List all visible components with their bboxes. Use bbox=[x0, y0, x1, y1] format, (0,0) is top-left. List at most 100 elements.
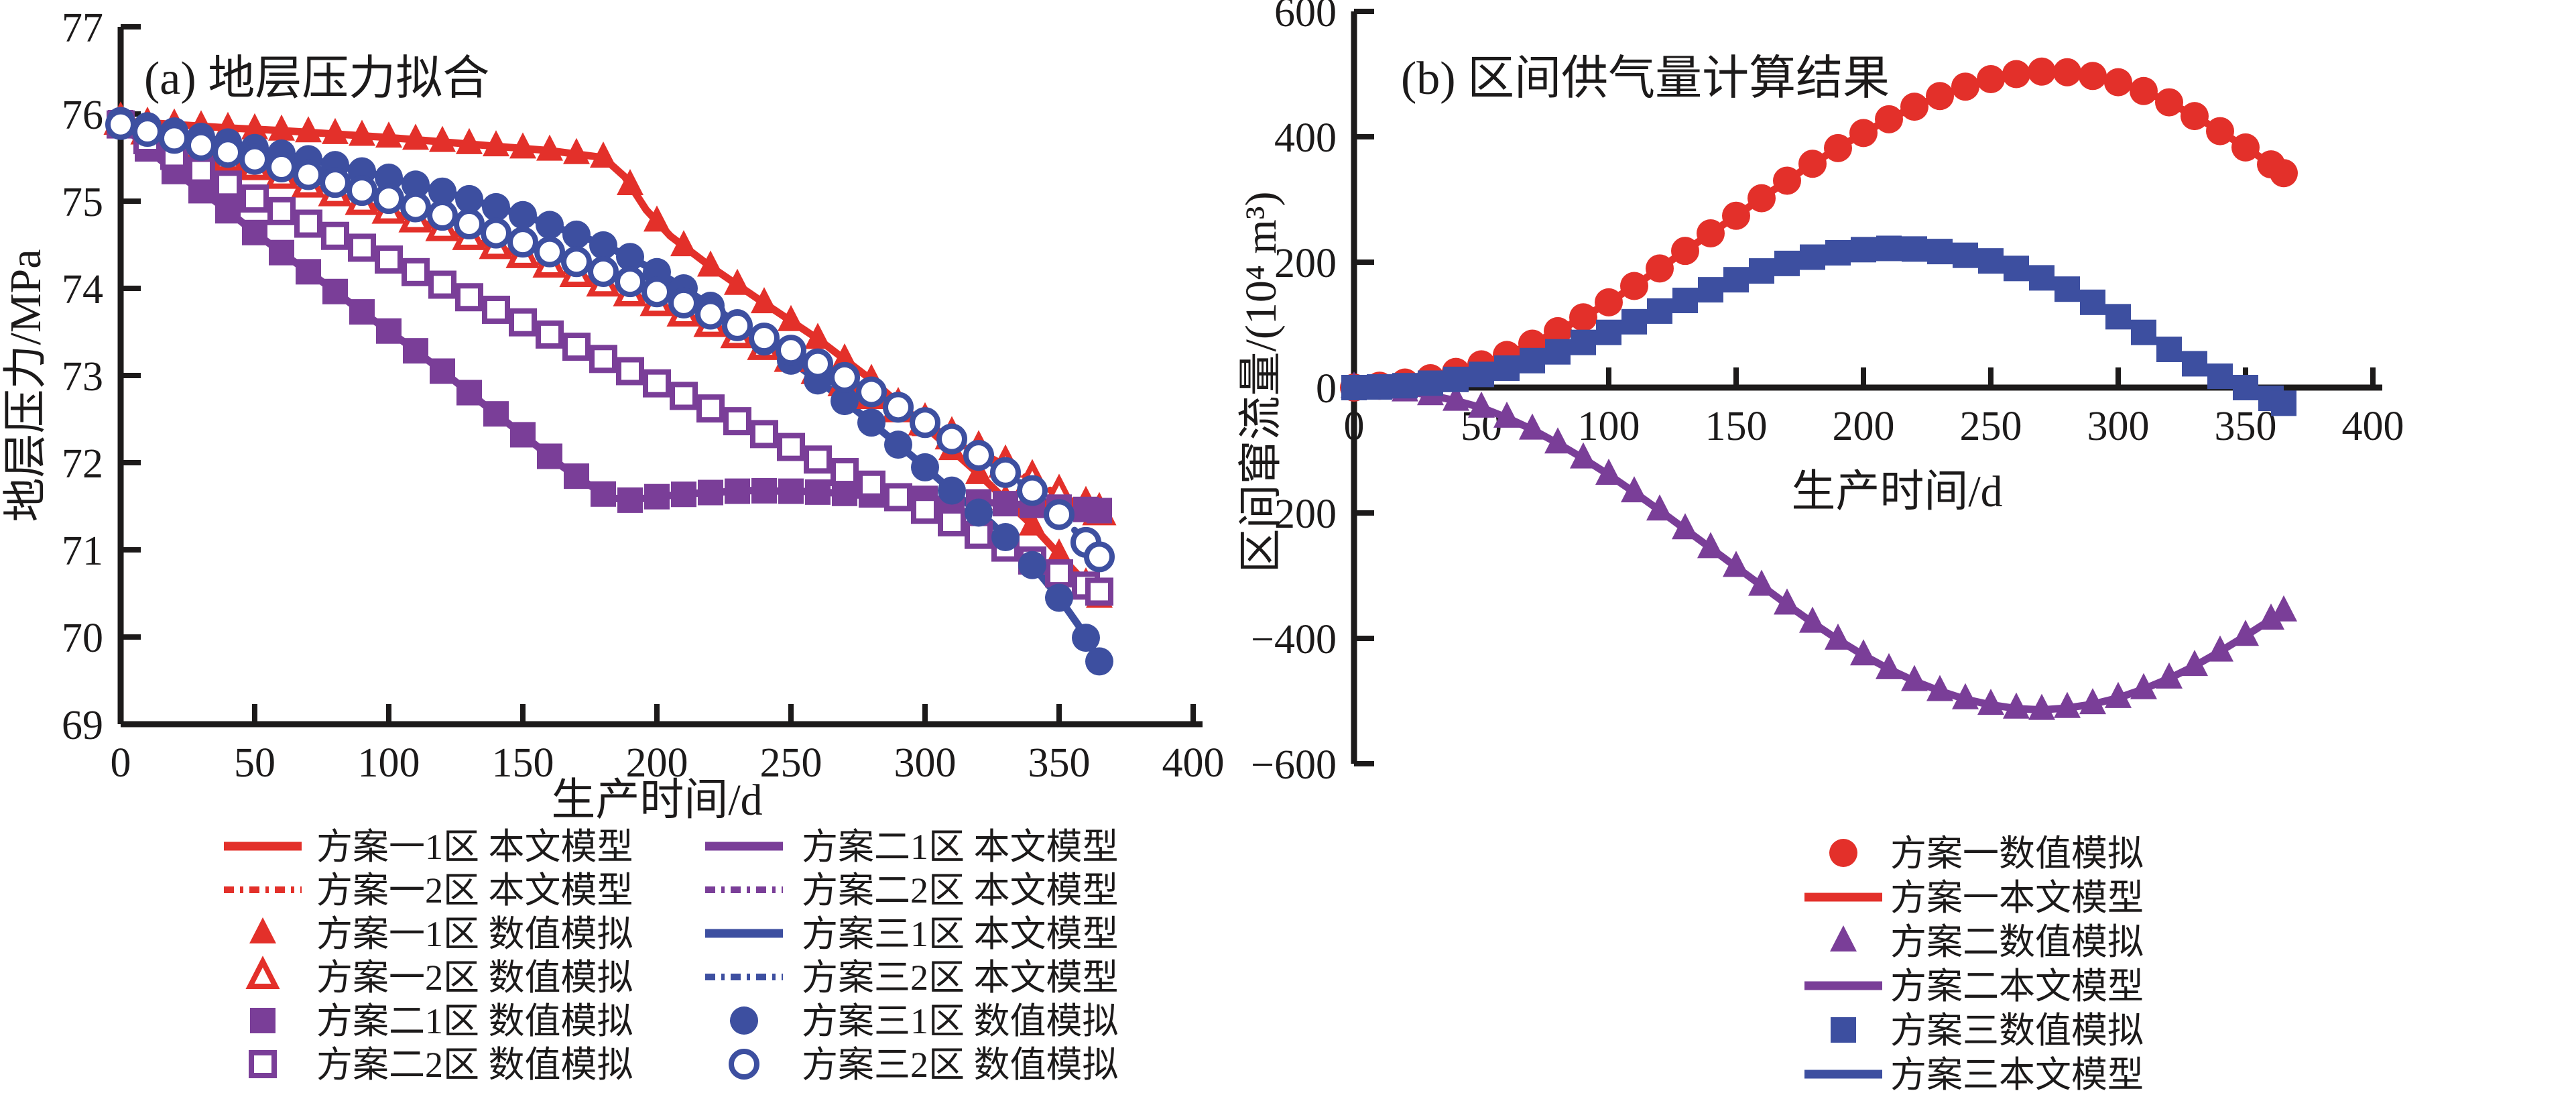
circle-marker bbox=[1798, 150, 1827, 178]
square-marker bbox=[1341, 375, 1367, 400]
triangle-marker bbox=[1876, 652, 1902, 679]
square-marker bbox=[1672, 288, 1698, 314]
square-marker bbox=[242, 219, 267, 245]
square-marker bbox=[1831, 1017, 1856, 1043]
square-marker bbox=[510, 422, 536, 448]
circle-open-marker bbox=[481, 217, 511, 249]
square-marker bbox=[430, 358, 455, 384]
legend-label: 方案三1区 数值模拟 bbox=[802, 1001, 1119, 1041]
square-open-marker bbox=[777, 432, 805, 461]
square-marker bbox=[698, 479, 723, 506]
x-axis-label: 生产时间/d bbox=[551, 776, 762, 825]
square-open-marker bbox=[643, 369, 671, 398]
circle-marker bbox=[1747, 184, 1776, 213]
square-open-marker bbox=[723, 407, 751, 436]
x-tick-label: 400 bbox=[1162, 740, 1225, 786]
y-tick-label: 77 bbox=[62, 5, 103, 51]
triangle-marker bbox=[268, 114, 295, 141]
triangle-marker bbox=[2130, 673, 2157, 699]
legend-label: 方案三本文模型 bbox=[1890, 1055, 2144, 1095]
legend-label: 方案一2区 本文模型 bbox=[316, 870, 633, 911]
x-tick-label: 200 bbox=[626, 740, 688, 786]
square-marker bbox=[1851, 237, 1876, 263]
circle-open-marker bbox=[641, 276, 672, 308]
circle-open-marker bbox=[729, 1049, 759, 1080]
square-open-marker bbox=[428, 270, 456, 299]
circle-marker bbox=[482, 192, 510, 221]
legend-label: 方案二数值模拟 bbox=[1890, 922, 2144, 962]
square-marker bbox=[1825, 239, 1851, 266]
circle-marker bbox=[428, 177, 456, 206]
triangle-marker bbox=[1570, 442, 1597, 469]
circle-marker bbox=[509, 200, 537, 229]
square-open-marker bbox=[696, 394, 725, 423]
chart-title: (b) 区间供气量计算结果 bbox=[1401, 53, 1890, 105]
legend-entry: 方案二本文模型 bbox=[1804, 966, 2144, 1006]
legend-label: 方案二2区 本文模型 bbox=[802, 870, 1119, 911]
triangle-marker bbox=[1926, 675, 1953, 701]
square-marker bbox=[1469, 361, 1494, 388]
square-open-marker bbox=[938, 508, 966, 536]
square-marker bbox=[215, 198, 241, 224]
legend-entry: 方案二1区 数值模拟 bbox=[250, 1001, 633, 1041]
legend-label: 方案一1区 本文模型 bbox=[316, 827, 633, 867]
circle-open-marker bbox=[910, 407, 940, 439]
square-marker bbox=[1927, 239, 1953, 265]
circle-marker bbox=[1018, 551, 1046, 579]
square-marker bbox=[2004, 255, 2029, 282]
x-tick-label: 150 bbox=[492, 740, 554, 786]
square-open-marker bbox=[348, 233, 376, 262]
circle-open-marker bbox=[373, 183, 404, 215]
circle-marker bbox=[1900, 93, 1928, 121]
circle-marker bbox=[1829, 839, 1857, 867]
square-open-marker bbox=[831, 458, 859, 487]
triangle-marker bbox=[831, 343, 858, 369]
square-marker bbox=[1876, 235, 1902, 262]
triangle-marker bbox=[2028, 693, 2055, 720]
circle-marker bbox=[1085, 647, 1113, 676]
circle-open-marker bbox=[507, 227, 538, 258]
square-marker bbox=[1902, 236, 1927, 262]
square-marker bbox=[2029, 265, 2054, 291]
y-tick-label: 71 bbox=[62, 528, 103, 574]
square-marker bbox=[1494, 355, 1520, 382]
square-marker bbox=[993, 491, 1018, 517]
legend-entry: 方案一2区 本文模型 bbox=[224, 870, 633, 911]
triangle-marker bbox=[1799, 606, 1826, 633]
circle-open-marker bbox=[722, 310, 753, 341]
legend-entry: 方案三本文模型 bbox=[1804, 1055, 2144, 1095]
square-marker bbox=[1723, 267, 1749, 293]
triangle-marker bbox=[1977, 689, 2004, 715]
circle-open-marker bbox=[293, 159, 324, 190]
circle-marker bbox=[1072, 624, 1100, 652]
x-tick-label: 100 bbox=[1578, 404, 1640, 449]
triangle-marker bbox=[1595, 458, 1622, 485]
square-marker bbox=[671, 481, 696, 508]
triangle-marker bbox=[778, 304, 804, 331]
circle-open-marker bbox=[668, 287, 699, 319]
triangle-marker bbox=[1493, 401, 1520, 428]
circle-marker bbox=[911, 453, 939, 481]
square-marker bbox=[483, 401, 509, 427]
legend-label: 方案一1区 数值模拟 bbox=[316, 914, 633, 954]
circle-open-marker bbox=[347, 175, 377, 207]
circle-marker bbox=[2270, 159, 2298, 188]
circle-marker bbox=[455, 184, 483, 213]
square-open-marker bbox=[402, 257, 430, 286]
square-marker bbox=[2105, 304, 2131, 330]
x-tick-label: 300 bbox=[894, 740, 957, 786]
square-open-marker bbox=[375, 245, 403, 274]
x-tick-label: 0 bbox=[1344, 404, 1365, 449]
circle-marker bbox=[2002, 60, 2030, 89]
triangle-marker bbox=[1697, 532, 1724, 559]
triangle-marker bbox=[483, 130, 509, 157]
circle-open-marker bbox=[1017, 475, 1048, 506]
circle-open-marker bbox=[776, 335, 806, 366]
circle-marker bbox=[938, 476, 966, 505]
circle-marker bbox=[1824, 133, 1852, 162]
circle-marker bbox=[1620, 272, 1648, 300]
square-marker bbox=[2156, 336, 2182, 362]
y-tick-label: 400 bbox=[1274, 115, 1337, 161]
triangle-marker bbox=[2270, 595, 2297, 622]
square-open-marker bbox=[294, 209, 322, 238]
